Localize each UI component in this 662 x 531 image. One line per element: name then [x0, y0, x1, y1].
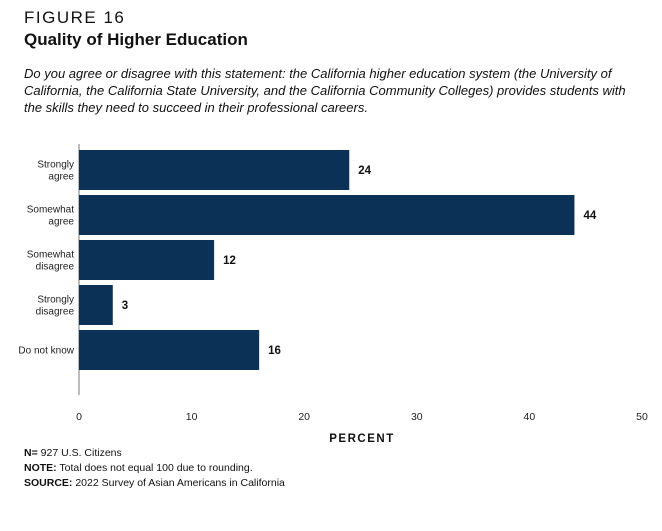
bar [79, 195, 575, 235]
category-label: Somewhat [27, 205, 74, 216]
data-label: 44 [583, 210, 596, 222]
figure-number: FIGURE 16 [24, 8, 126, 27]
survey-question: Do you agree or disagree with this state… [24, 66, 626, 115]
x-tick-label: 20 [298, 411, 310, 423]
rounding-note: NOTE: Total does not equal 100 due to ro… [24, 462, 253, 474]
x-axis-title: PERCENT [329, 433, 394, 445]
chart-title: Quality of Higher Education [24, 30, 248, 49]
bar [79, 150, 350, 190]
category-label: disagree [36, 307, 75, 318]
bar [79, 240, 215, 280]
source-note: SOURCE: 2022 Survey of Asian Americans i… [24, 477, 285, 489]
category-label: Do not know [18, 346, 74, 357]
category-label: Somewhat [27, 250, 74, 261]
data-label: 12 [223, 255, 236, 267]
x-tick-label: 40 [524, 411, 536, 423]
category-label: disagree [36, 262, 75, 273]
data-label: 3 [122, 300, 128, 312]
data-label: 24 [358, 165, 371, 177]
bar-chart: 24Stronglyagree44Somewhatagree12Somewhat… [18, 144, 648, 445]
sample-size-note: N= 927 U.S. Citizens [24, 447, 122, 459]
category-label: Strongly [37, 160, 74, 171]
bar [79, 330, 260, 370]
x-tick-label: 0 [76, 411, 82, 423]
category-label: Strongly [37, 295, 74, 306]
x-tick-label: 30 [411, 411, 423, 423]
bar [79, 285, 113, 325]
x-tick-label: 50 [636, 411, 648, 423]
category-label: agree [48, 217, 74, 228]
data-label: 16 [268, 345, 281, 357]
chart-notes: N= 927 U.S. Citizens NOTE: Total does no… [24, 446, 285, 491]
x-tick-label: 10 [186, 411, 198, 423]
category-label: agree [48, 172, 74, 183]
